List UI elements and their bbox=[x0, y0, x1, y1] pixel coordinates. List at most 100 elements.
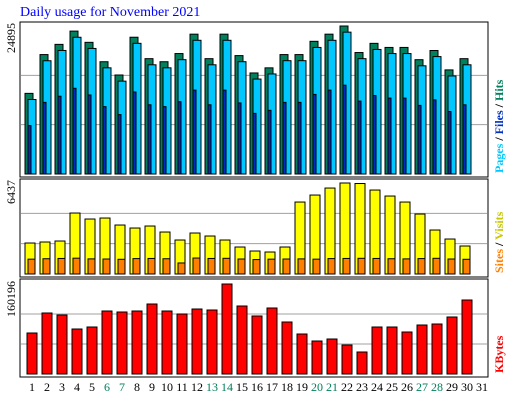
bar bbox=[401, 331, 413, 375]
bar bbox=[327, 258, 336, 275]
x-tick-label: 26 bbox=[401, 380, 413, 394]
x-tick-label: 5 bbox=[89, 380, 95, 394]
legend-entry: Pages bbox=[492, 143, 506, 173]
bar bbox=[222, 257, 231, 275]
bar bbox=[27, 258, 36, 275]
x-tick-label: 28 bbox=[431, 380, 443, 394]
bar bbox=[372, 95, 377, 175]
bar bbox=[192, 257, 201, 275]
bar bbox=[42, 258, 51, 275]
bar bbox=[297, 101, 302, 175]
bar bbox=[416, 324, 428, 375]
bar bbox=[311, 340, 323, 375]
x-tick-label: 27 bbox=[416, 380, 428, 394]
bar bbox=[461, 299, 473, 375]
x-tick-label: 13 bbox=[206, 380, 218, 394]
x-tick-label: 14 bbox=[221, 380, 233, 394]
bar bbox=[341, 344, 353, 375]
bar bbox=[117, 258, 126, 275]
bar bbox=[372, 257, 381, 275]
bar bbox=[432, 99, 437, 175]
bar bbox=[431, 323, 443, 375]
x-tick-label: 6 bbox=[104, 380, 110, 394]
bar bbox=[402, 97, 407, 175]
bar bbox=[26, 332, 38, 375]
bar bbox=[462, 104, 467, 175]
bar bbox=[282, 258, 291, 275]
bar bbox=[446, 316, 458, 375]
bar bbox=[387, 258, 396, 275]
bar bbox=[356, 351, 368, 375]
bar bbox=[87, 258, 96, 275]
bar bbox=[147, 257, 156, 275]
x-tick-label: 3 bbox=[59, 380, 65, 394]
bar bbox=[237, 258, 246, 275]
bar bbox=[57, 257, 66, 275]
bar bbox=[252, 259, 261, 275]
bar bbox=[267, 109, 272, 175]
bar bbox=[312, 258, 321, 275]
bar bbox=[312, 93, 317, 175]
legend-separator: / bbox=[492, 240, 506, 249]
bar bbox=[192, 89, 197, 175]
bar bbox=[326, 338, 338, 375]
bar bbox=[87, 94, 92, 175]
chart-title: Daily usage for November 2021 bbox=[20, 5, 200, 20]
bar bbox=[447, 111, 452, 175]
bar bbox=[101, 310, 113, 375]
bar bbox=[206, 309, 218, 375]
x-tick-label: 21 bbox=[326, 380, 338, 394]
x-tick-label: 11 bbox=[176, 380, 188, 394]
bar bbox=[236, 305, 248, 375]
legend-entry: Sites bbox=[492, 249, 506, 273]
bar bbox=[42, 101, 47, 175]
legend: Sites / Visits bbox=[492, 211, 506, 273]
y-tick-label: 160196 bbox=[4, 281, 18, 317]
bar bbox=[342, 84, 347, 175]
bar bbox=[132, 258, 141, 275]
y-tick-label: 6437 bbox=[4, 180, 18, 204]
bar bbox=[386, 326, 398, 375]
bar bbox=[102, 258, 111, 275]
x-tick-label: 1 bbox=[29, 380, 35, 394]
x-tick-label: 23 bbox=[356, 380, 368, 394]
x-tick-label: 25 bbox=[386, 380, 398, 394]
x-tick-label: 4 bbox=[74, 380, 80, 394]
bar bbox=[222, 89, 227, 175]
bar bbox=[387, 97, 392, 175]
bar bbox=[447, 258, 456, 275]
bar bbox=[132, 91, 137, 175]
bar bbox=[266, 307, 278, 375]
legend-entry: KBytes bbox=[492, 335, 506, 373]
legend-entry: Visits bbox=[492, 211, 506, 240]
bar bbox=[357, 100, 362, 175]
bar bbox=[177, 262, 186, 275]
bar bbox=[41, 312, 53, 375]
bar bbox=[116, 311, 128, 375]
bar bbox=[162, 258, 171, 275]
bar bbox=[161, 310, 173, 375]
bar bbox=[417, 258, 426, 275]
bar bbox=[296, 333, 308, 375]
bar bbox=[282, 101, 287, 175]
bar bbox=[207, 104, 212, 175]
bar bbox=[102, 106, 107, 175]
legend-entry: Files bbox=[492, 110, 506, 134]
x-tick-label: 22 bbox=[341, 380, 353, 394]
bar bbox=[86, 326, 98, 375]
bar bbox=[27, 125, 32, 175]
x-tick-label: 15 bbox=[236, 380, 248, 394]
legend: Pages / Files / Hits bbox=[492, 79, 506, 173]
bar bbox=[402, 258, 411, 275]
bar bbox=[56, 314, 68, 375]
y-tick-label: 24895 bbox=[4, 23, 18, 53]
bar bbox=[176, 313, 188, 375]
bar bbox=[72, 257, 81, 275]
x-tick-label: 12 bbox=[191, 380, 203, 394]
x-tick-label: 9 bbox=[149, 380, 155, 394]
bar bbox=[147, 104, 152, 175]
bar bbox=[462, 258, 471, 275]
x-tick-label: 29 bbox=[446, 380, 458, 394]
x-tick-label: 16 bbox=[251, 380, 263, 394]
